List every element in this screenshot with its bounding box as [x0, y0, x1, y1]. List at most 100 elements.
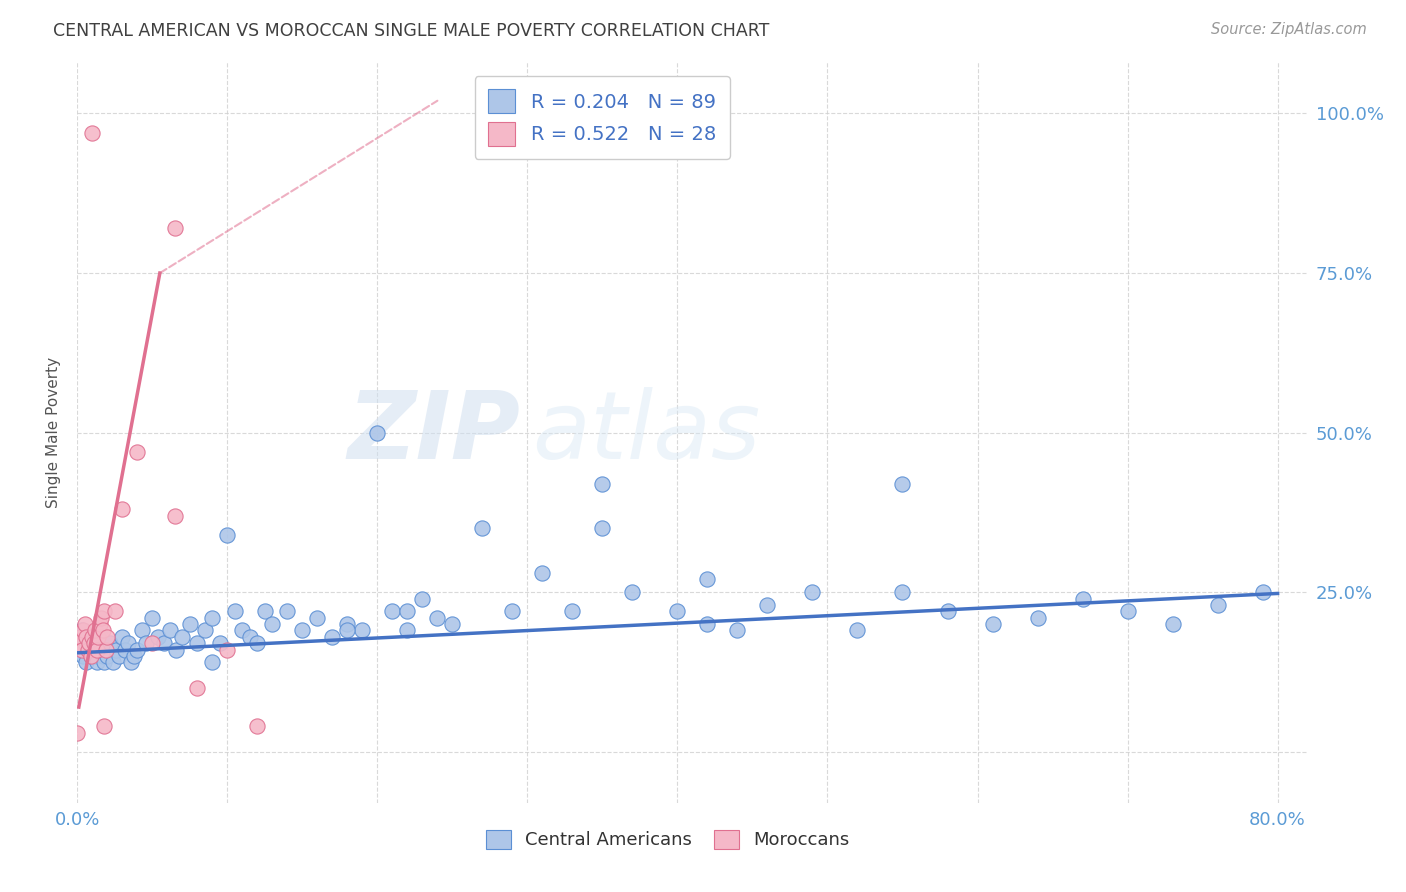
- Point: [79, 642, 101, 657]
- Point: [108, 648, 131, 663]
- Point: [135, 636, 157, 650]
- Point: [801, 585, 824, 599]
- Point: [727, 624, 749, 638]
- Point: [80, 648, 103, 663]
- Point: [891, 585, 914, 599]
- Point: [696, 617, 718, 632]
- Point: [82, 630, 104, 644]
- Legend: Central Americans, Moroccans: Central Americans, Moroccans: [478, 822, 858, 856]
- Point: [87, 636, 110, 650]
- Point: [501, 604, 523, 618]
- Point: [336, 617, 359, 632]
- Point: [561, 604, 583, 618]
- Point: [1026, 611, 1049, 625]
- Point: [591, 476, 613, 491]
- Point: [73, 617, 96, 632]
- Point: [96, 648, 118, 663]
- Point: [124, 648, 146, 663]
- Point: [163, 221, 186, 235]
- Point: [87, 630, 110, 644]
- Point: [67, 630, 90, 644]
- Point: [117, 636, 139, 650]
- Point: [73, 636, 96, 650]
- Point: [531, 566, 554, 580]
- Point: [159, 624, 181, 638]
- Point: [153, 636, 176, 650]
- Point: [239, 630, 262, 644]
- Point: [91, 648, 114, 663]
- Point: [307, 611, 329, 625]
- Point: [217, 642, 239, 657]
- Point: [89, 642, 111, 657]
- Point: [846, 624, 869, 638]
- Point: [93, 656, 115, 670]
- Point: [231, 624, 253, 638]
- Point: [91, 624, 114, 638]
- Point: [246, 719, 269, 733]
- Point: [1161, 617, 1184, 632]
- Point: [194, 624, 217, 638]
- Point: [141, 611, 163, 625]
- Point: [756, 598, 779, 612]
- Text: Source: ZipAtlas.com: Source: ZipAtlas.com: [1211, 22, 1367, 37]
- Point: [141, 636, 163, 650]
- Point: [86, 656, 108, 670]
- Point: [186, 681, 208, 695]
- Point: [72, 648, 94, 663]
- Point: [1071, 591, 1094, 606]
- Point: [131, 624, 153, 638]
- Point: [621, 585, 644, 599]
- Point: [120, 656, 142, 670]
- Point: [80, 648, 103, 663]
- Point: [291, 624, 314, 638]
- Point: [981, 617, 1004, 632]
- Point: [179, 617, 201, 632]
- Point: [591, 521, 613, 535]
- Point: [936, 604, 959, 618]
- Point: [84, 624, 107, 638]
- Point: [67, 636, 90, 650]
- Point: [98, 636, 121, 650]
- Point: [89, 617, 111, 632]
- Point: [246, 636, 269, 650]
- Text: ZIP: ZIP: [347, 386, 520, 479]
- Point: [1116, 604, 1139, 618]
- Point: [217, 527, 239, 541]
- Point: [127, 444, 149, 458]
- Point: [148, 630, 170, 644]
- Y-axis label: Single Male Poverty: Single Male Poverty: [46, 357, 62, 508]
- Point: [93, 719, 115, 733]
- Point: [90, 630, 112, 644]
- Point: [666, 604, 689, 618]
- Point: [84, 648, 107, 663]
- Point: [111, 630, 134, 644]
- Point: [69, 630, 91, 644]
- Point: [69, 642, 91, 657]
- Point: [103, 656, 125, 670]
- Point: [79, 636, 101, 650]
- Point: [165, 642, 187, 657]
- Point: [93, 604, 115, 618]
- Point: [1206, 598, 1229, 612]
- Point: [352, 624, 374, 638]
- Point: [96, 630, 118, 644]
- Point: [94, 642, 117, 657]
- Point: [426, 611, 449, 625]
- Point: [411, 591, 433, 606]
- Point: [70, 642, 93, 657]
- Point: [104, 604, 127, 618]
- Point: [186, 636, 208, 650]
- Point: [82, 126, 104, 140]
- Point: [208, 636, 231, 650]
- Point: [696, 573, 718, 587]
- Point: [201, 656, 224, 670]
- Point: [75, 630, 97, 644]
- Point: [172, 630, 194, 644]
- Text: CENTRAL AMERICAN VS MOROCCAN SINGLE MALE POVERTY CORRELATION CHART: CENTRAL AMERICAN VS MOROCCAN SINGLE MALE…: [53, 22, 770, 40]
- Point: [336, 624, 359, 638]
- Point: [396, 604, 419, 618]
- Point: [76, 630, 98, 644]
- Point: [90, 611, 112, 625]
- Point: [471, 521, 494, 535]
- Point: [94, 642, 117, 657]
